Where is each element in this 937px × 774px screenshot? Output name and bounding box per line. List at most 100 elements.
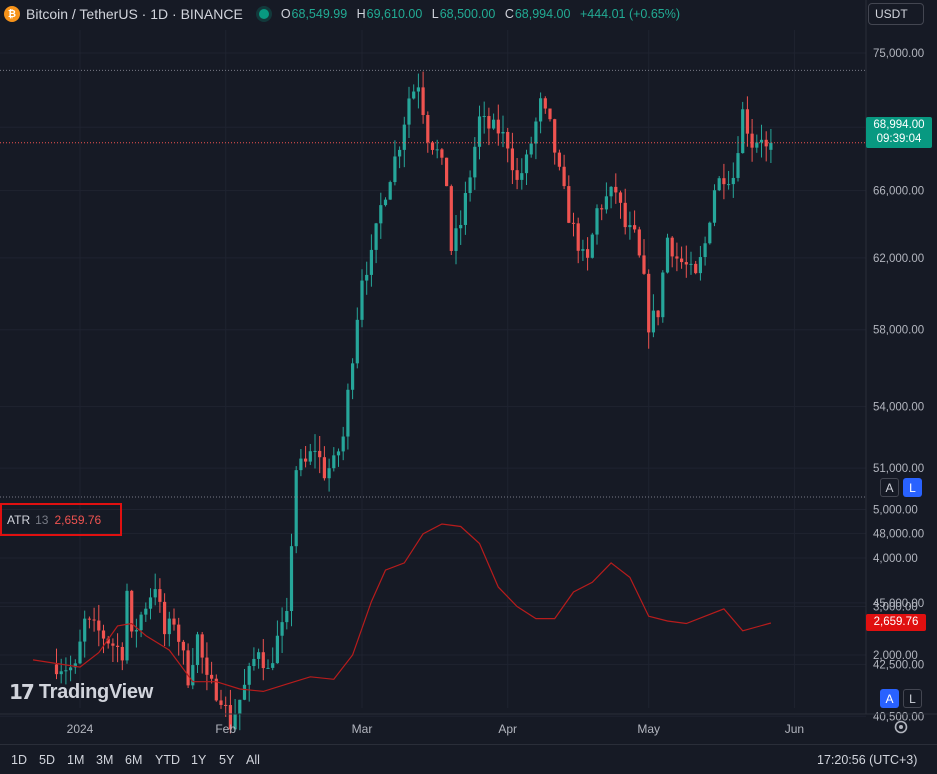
candle-body — [412, 91, 416, 99]
grid-lines — [0, 30, 866, 717]
candle-body — [727, 184, 731, 186]
candle-body — [731, 177, 735, 185]
candle-body — [106, 638, 110, 644]
candle-body — [360, 280, 364, 320]
price-tick-label: 62,000.00 — [873, 253, 924, 265]
market-status-icon[interactable] — [258, 9, 269, 19]
candle-body — [750, 133, 754, 148]
timeframe-all[interactable]: All — [246, 753, 260, 767]
timeframe-3m[interactable]: 3M — [96, 753, 114, 767]
gear-icon[interactable] — [894, 720, 908, 734]
candle-body — [492, 119, 496, 129]
candle-body — [515, 170, 519, 180]
timeframe-ytd[interactable]: YTD — [155, 753, 180, 767]
candle-body — [92, 619, 96, 621]
candle-body — [214, 678, 218, 701]
candle-body — [285, 610, 289, 623]
bitcoin-icon: ₿ — [4, 6, 20, 22]
candle-body — [426, 115, 430, 143]
candle-body — [242, 684, 247, 700]
candle-body — [590, 234, 594, 258]
candle-body — [163, 601, 167, 635]
time-tick-label: Mar — [352, 722, 373, 736]
candle-body — [633, 225, 637, 230]
candle-body — [69, 667, 73, 671]
candle-body — [125, 590, 129, 661]
timeframe-1d[interactable]: 1D — [11, 753, 27, 767]
candle-body — [134, 630, 138, 632]
price-axis-ticks: 40,500.0042,500.0045,000.0048,000.0051,0… — [873, 48, 924, 723]
time-tick-label: 2024 — [67, 722, 94, 736]
high-value: 69,610.00 — [366, 7, 423, 21]
log-scale-button-atr[interactable]: L — [903, 689, 922, 708]
candle-body — [365, 274, 369, 281]
price-tick-label: 42,500.00 — [873, 659, 924, 671]
atr-indicator-legend[interactable]: ATR 13 2,659.76 — [0, 503, 122, 536]
candle-body — [402, 124, 406, 150]
timeframe-5y[interactable]: 5Y — [219, 753, 235, 767]
change-value: +444.01 (+0.65%) — [579, 7, 681, 21]
candle-body — [567, 186, 571, 223]
candle-body — [628, 225, 632, 228]
candle-body — [454, 228, 458, 251]
candle-body — [388, 182, 392, 200]
candle-body — [604, 196, 608, 210]
candle-body — [271, 663, 275, 668]
candle-body — [421, 87, 425, 116]
candle-body — [482, 116, 486, 118]
candle-body — [299, 458, 303, 471]
candle-body — [769, 142, 773, 150]
candle-body — [553, 119, 557, 153]
tradingview-logo[interactable]: 17 TradingView — [9, 680, 153, 704]
indicator-name: ATR — [7, 512, 31, 527]
candle-body — [661, 272, 665, 318]
candle-body — [257, 652, 261, 659]
auto-scale-button[interactable]: A — [880, 478, 899, 497]
log-scale-button[interactable]: L — [903, 478, 922, 497]
candle-body — [191, 665, 195, 686]
atr-line — [32, 523, 772, 693]
candle-body — [120, 646, 124, 661]
candle-body — [153, 589, 157, 598]
candle-body — [407, 98, 411, 125]
candle-body — [600, 208, 604, 210]
candle-body — [656, 310, 660, 318]
candle-body — [543, 98, 547, 109]
time-tick-label: May — [637, 722, 660, 736]
candle-body — [717, 178, 721, 191]
tradingview-wordmark: TradingView — [38, 680, 153, 703]
candle-body — [97, 620, 101, 631]
candle-body — [703, 243, 707, 258]
candle-body — [289, 546, 294, 611]
auto-scale-button-atr[interactable]: A — [880, 689, 899, 708]
candle-body — [322, 457, 326, 479]
candle-body — [571, 222, 576, 224]
candle-body — [440, 149, 444, 158]
timeframe-1y[interactable]: 1Y — [191, 753, 207, 767]
time-tick-label: Apr — [498, 722, 517, 736]
open-key: O — [280, 7, 291, 21]
candle-body — [101, 630, 106, 639]
candle-body — [233, 714, 237, 730]
candle-body — [745, 109, 749, 134]
candle-body — [355, 319, 359, 364]
timeframe-5d[interactable]: 5D — [39, 753, 55, 767]
candle-body — [252, 658, 256, 667]
candle-body — [54, 664, 59, 675]
candle-body — [87, 618, 91, 620]
candle-body — [416, 87, 420, 92]
clock-timezone[interactable]: 17:20:56 (UTC+3) — [817, 753, 918, 767]
ohlc-readout: O68,549.99 H69,610.00 L68,500.00 C68,994… — [281, 7, 686, 21]
timeframe-6m[interactable]: 6M — [125, 753, 143, 767]
price-tick-label: 51,000.00 — [873, 463, 924, 475]
symbol-header[interactable]: ₿ Bitcoin / TetherUS · 1D · BINANCE O68,… — [4, 5, 686, 23]
candle-body — [614, 186, 618, 193]
timeframe-1m[interactable]: 1M — [67, 753, 85, 767]
candle-body — [581, 249, 585, 251]
candle-body — [181, 641, 185, 651]
candle-body — [247, 666, 251, 685]
currency-selector[interactable]: USDT — [868, 3, 924, 25]
candle-body — [116, 645, 120, 647]
candle-body — [637, 229, 641, 256]
